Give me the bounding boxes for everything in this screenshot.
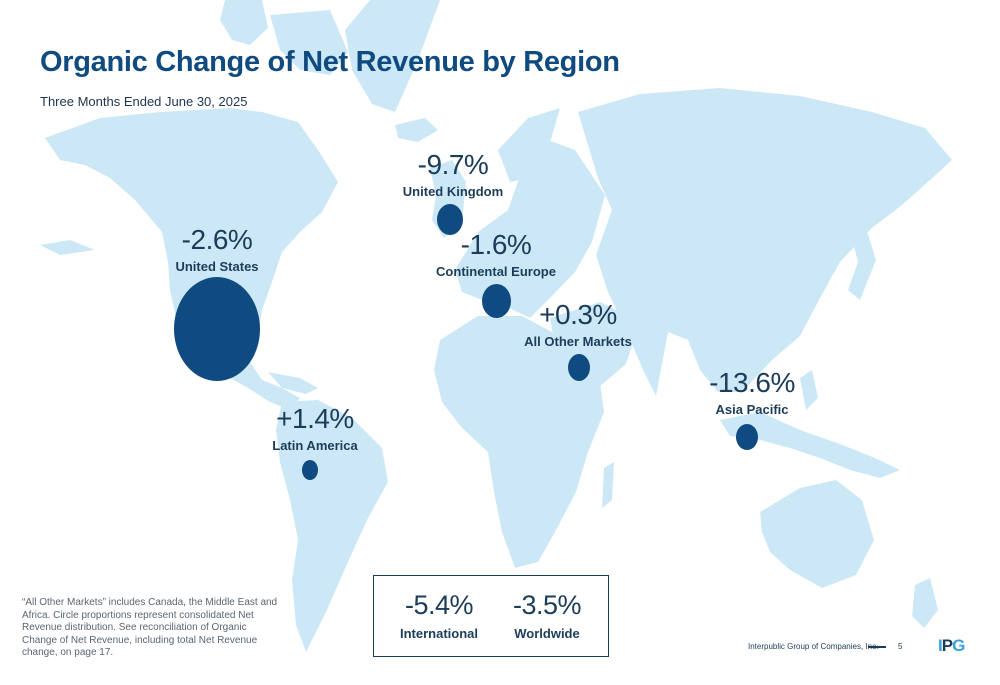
map-philippines xyxy=(800,370,818,410)
map-japan xyxy=(848,228,876,300)
region-all-other-markets: +0.3% All Other Markets xyxy=(518,299,638,350)
map-africa xyxy=(434,316,604,568)
map-new-zealand xyxy=(912,578,938,628)
region-name: Asia Pacific xyxy=(715,402,789,417)
region-latin-america: +1.4% Latin America xyxy=(265,403,365,454)
map-alaska-islands xyxy=(40,240,95,255)
map-australia xyxy=(760,480,874,588)
map-europe xyxy=(455,140,605,318)
summary-box: -5.4% International -3.5% Worldwide xyxy=(373,575,609,657)
region-united-kingdom: -9.7% United Kingdom xyxy=(393,149,513,200)
region-asia-pacific: -13.6% Asia Pacific xyxy=(697,367,807,418)
region-name: All Other Markets xyxy=(524,334,632,349)
region-value: -1.6% xyxy=(460,229,532,260)
summary-worldwide: -3.5% Worldwide xyxy=(502,590,592,641)
region-continental-europe: -1.6% Continental Europe xyxy=(436,229,556,280)
summary-label: International xyxy=(399,626,478,641)
page-number: 5 xyxy=(898,642,903,651)
map-se-asia-islands xyxy=(720,412,900,478)
footnote: “All Other Markets” includes Canada, the… xyxy=(22,597,278,658)
footer-divider xyxy=(868,646,886,648)
circle-asia-pacific xyxy=(736,424,758,450)
region-value: -13.6% xyxy=(709,367,795,398)
map-greenland xyxy=(220,0,268,45)
summary-value: -3.5% xyxy=(512,590,582,620)
region-value: -2.6% xyxy=(181,224,253,255)
map-asia xyxy=(578,88,952,396)
map-madagascar xyxy=(602,462,614,508)
ipg-logo: IPG xyxy=(938,636,965,655)
circle-latin-america xyxy=(302,460,318,480)
page-title: Organic Change of Net Revenue by Region xyxy=(40,46,620,78)
map-iceland xyxy=(395,118,438,142)
region-name: United States xyxy=(175,259,259,274)
circle-united-kingdom xyxy=(437,204,463,235)
region-value: +1.4% xyxy=(276,403,354,434)
page-subtitle: Three Months Ended June 30, 2025 xyxy=(40,94,248,109)
circle-continental-europe xyxy=(482,284,511,318)
circle-all-other-markets xyxy=(568,354,590,381)
region-value: +0.3% xyxy=(539,299,617,330)
summary-value: -5.4% xyxy=(404,590,474,620)
circle-united-states xyxy=(174,277,260,381)
map-north-america xyxy=(45,108,338,410)
summary-international: -5.4% International xyxy=(394,590,484,641)
region-name: Continental Europe xyxy=(436,264,556,279)
region-value: -9.7% xyxy=(417,149,489,180)
map-scandinavia xyxy=(498,108,560,182)
summary-label: Worldwide xyxy=(514,626,580,641)
region-name: Latin America xyxy=(272,438,358,453)
region-name: United Kingdom xyxy=(402,184,504,199)
footer-company: Interpublic Group of Companies, Inc. xyxy=(748,642,879,651)
map-greenland-main xyxy=(345,0,440,112)
map-arctic-islands xyxy=(270,10,348,75)
map-caribbean xyxy=(268,372,318,394)
region-united-states: -2.6% United States xyxy=(167,224,267,275)
